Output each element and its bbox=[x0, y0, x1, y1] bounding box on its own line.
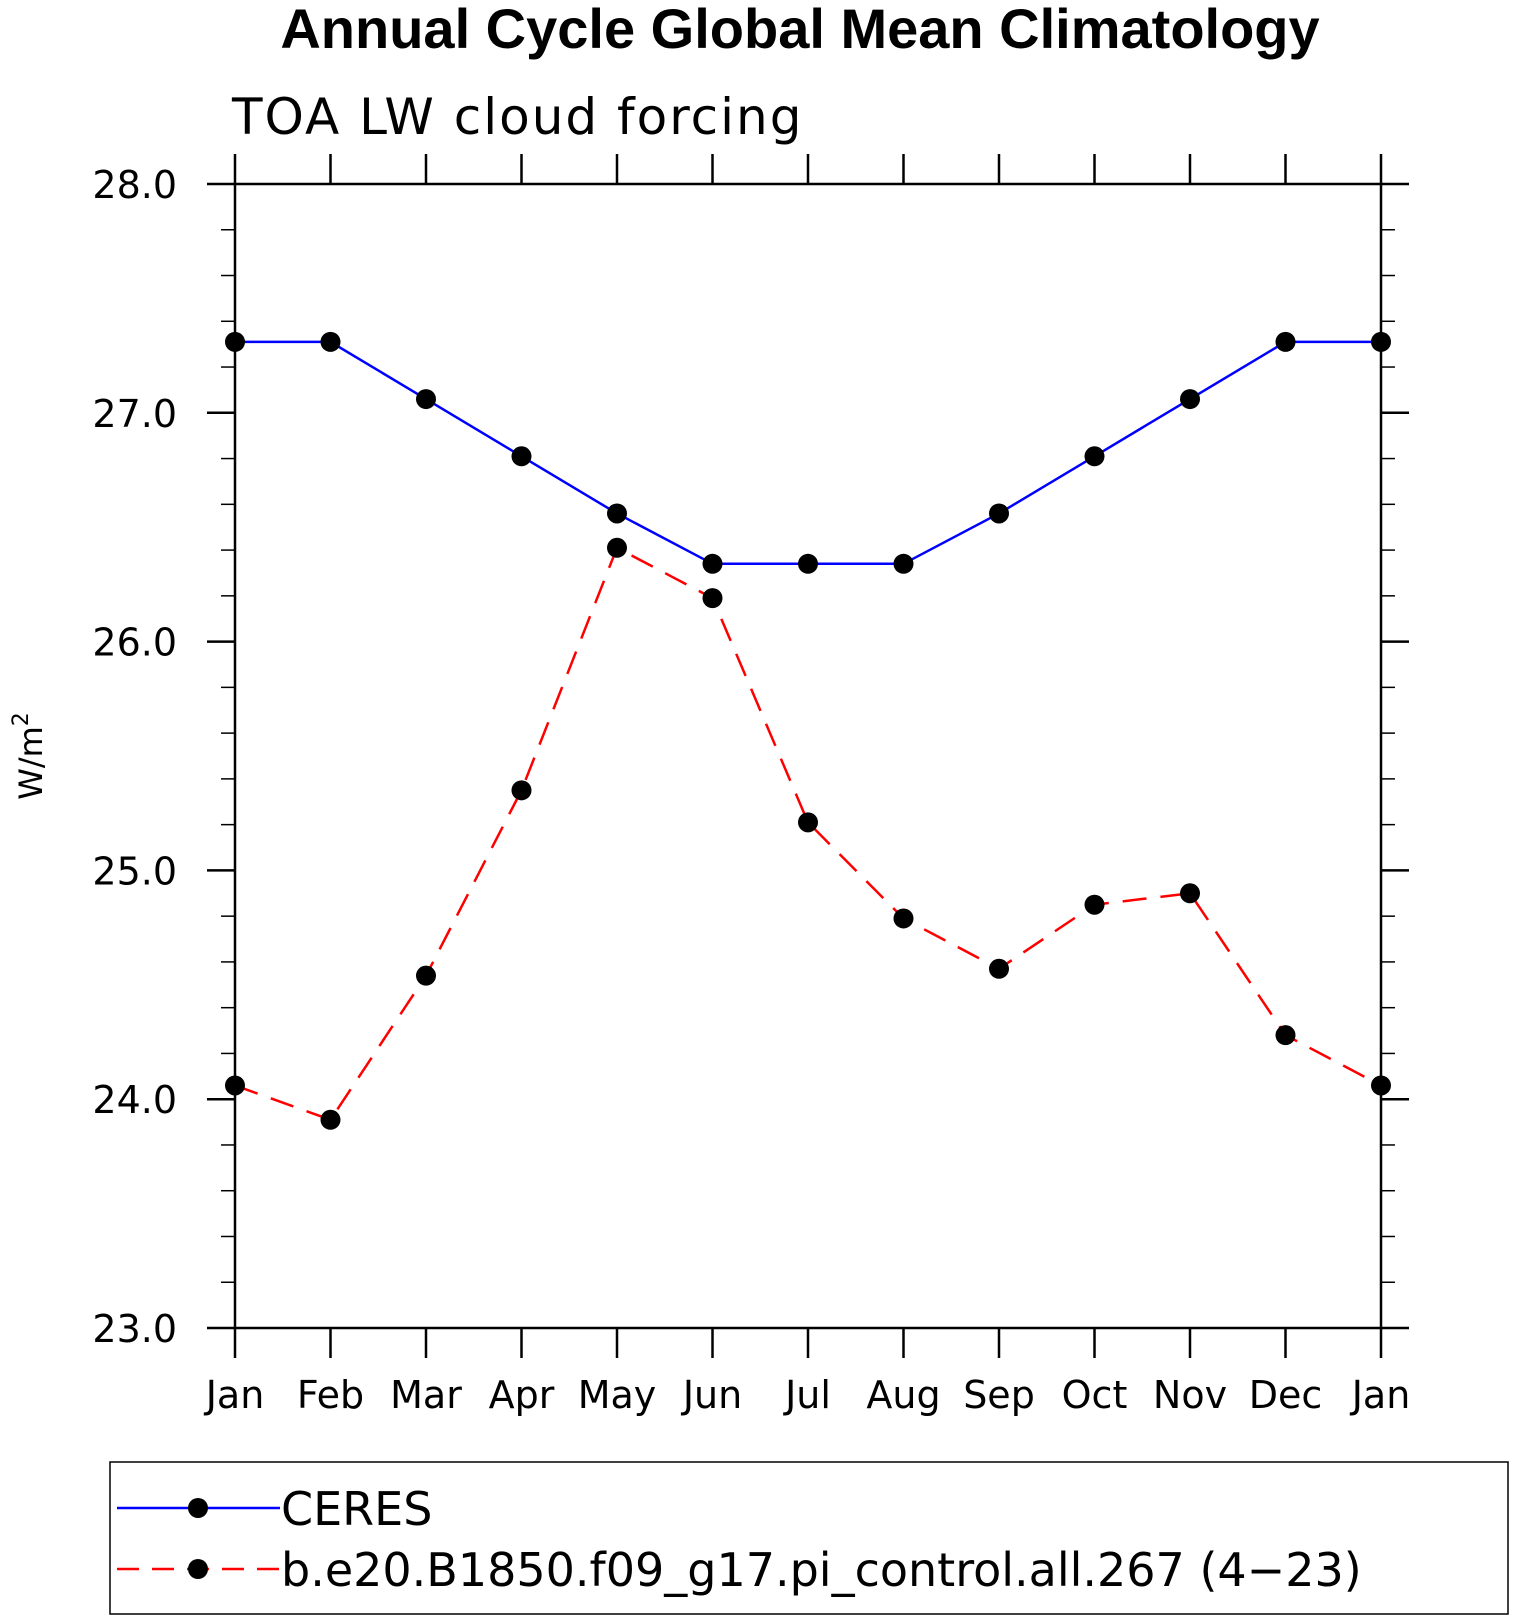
data-point bbox=[607, 537, 627, 558]
legend-marker bbox=[188, 1498, 208, 1518]
data-point bbox=[702, 588, 723, 609]
data-point bbox=[1084, 446, 1105, 467]
y-tick-label: 23.0 bbox=[92, 1307, 177, 1351]
y-tick-label: 25.0 bbox=[92, 849, 177, 893]
data-point bbox=[225, 331, 245, 352]
x-tick-label: Jun bbox=[681, 1373, 742, 1417]
data-point bbox=[798, 812, 818, 833]
x-tick-labels: Jan Feb Mar Apr May Jun Jul Aug Sep Oct Nov Dec Jan bbox=[204, 1373, 1411, 1417]
y-axis-label: W/m2 bbox=[9, 712, 50, 800]
data-point bbox=[1084, 894, 1105, 915]
data-point bbox=[798, 553, 818, 574]
x-tick-label: Jul bbox=[783, 1373, 831, 1417]
legend-entry: b.e20.B1850.f09_g17.pi_control.all.267 (… bbox=[117, 1543, 1362, 1597]
y-tick-label: 24.0 bbox=[92, 1078, 177, 1122]
data-point bbox=[416, 389, 436, 410]
data-point bbox=[511, 780, 532, 801]
x-tick-label: Apr bbox=[489, 1373, 555, 1417]
y-tick-label: 27.0 bbox=[92, 392, 177, 436]
x-tick-label: May bbox=[578, 1373, 657, 1417]
x-tick-label: Mar bbox=[390, 1373, 462, 1417]
legend-label: CERES bbox=[281, 1482, 432, 1536]
x-tick-label: Aug bbox=[866, 1373, 940, 1417]
x-tick-label: Oct bbox=[1062, 1373, 1128, 1417]
legend-entry: CERES bbox=[117, 1482, 432, 1536]
series-layer bbox=[225, 331, 1391, 1130]
series-2 bbox=[225, 537, 1391, 1130]
x-tick-label: Feb bbox=[297, 1373, 364, 1417]
y-tick-label: 28.0 bbox=[92, 163, 177, 207]
x-tick-label: Jan bbox=[1350, 1373, 1411, 1417]
data-point bbox=[511, 446, 532, 467]
data-point bbox=[320, 331, 341, 352]
x-tick-label: Jan bbox=[204, 1373, 265, 1417]
y-axis-label-text: W/m bbox=[12, 726, 50, 800]
x-tick-label: Dec bbox=[1249, 1373, 1323, 1417]
data-point bbox=[225, 1075, 245, 1096]
chart-subtitle: TOA LW cloud forcing bbox=[231, 88, 803, 146]
series-1 bbox=[225, 331, 1391, 574]
data-point bbox=[702, 553, 723, 574]
y-tick-label: 26.0 bbox=[92, 621, 177, 665]
data-point bbox=[320, 1109, 341, 1130]
data-point bbox=[607, 503, 627, 524]
data-point bbox=[1371, 1075, 1391, 1096]
x-tick-label: Sep bbox=[963, 1373, 1035, 1417]
x-tick-label: Nov bbox=[1153, 1373, 1227, 1417]
legend-marker bbox=[188, 1559, 208, 1579]
plot-frame bbox=[233, 182, 1383, 1330]
chart-title: Annual Cycle Global Mean Climatology bbox=[280, 0, 1319, 60]
data-point bbox=[1371, 331, 1391, 352]
data-point bbox=[989, 958, 1009, 979]
series-line bbox=[234, 546, 1382, 1122]
data-point bbox=[1275, 1025, 1296, 1046]
data-point bbox=[1180, 883, 1200, 904]
data-point bbox=[416, 965, 436, 986]
data-point bbox=[893, 908, 914, 929]
axis-ticks bbox=[207, 154, 1409, 1358]
y-tick-labels: 23.0 24.0 25.0 26.0 27.0 28.0 bbox=[92, 163, 177, 1351]
legend: CERES b.e20.B1850.f09_g17.pi_control.all.… bbox=[117, 1482, 1362, 1597]
legend-box bbox=[109, 1461, 1509, 1615]
series-line bbox=[235, 340, 1381, 566]
y-axis-label-superscript: 2 bbox=[9, 712, 34, 726]
data-point bbox=[989, 503, 1009, 524]
data-point bbox=[893, 553, 914, 574]
data-point bbox=[1275, 331, 1296, 352]
data-point bbox=[1180, 389, 1200, 410]
legend-label: b.e20.B1850.f09_g17.pi_control.all.267 (… bbox=[281, 1543, 1362, 1597]
